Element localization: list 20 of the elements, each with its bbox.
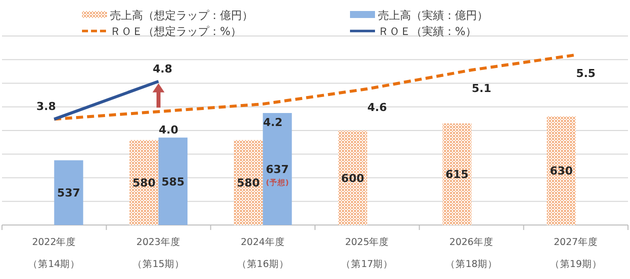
data-label: 637 [266, 163, 289, 176]
x-tick-label: 2022年度（第14期） [28, 236, 80, 270]
x-tick-label: 2024年度（第16期） [236, 236, 289, 270]
legend-label: ＲＯＥ（実績：%） [378, 25, 476, 38]
data-label: 585 [162, 175, 184, 188]
data-label: 5.1 [472, 82, 492, 96]
data-label: 4.2 [263, 116, 283, 130]
data-label: 4.6 [367, 100, 388, 114]
data-label: 537 [57, 186, 80, 200]
data-label: 4.8 [152, 62, 172, 76]
data-label: 3.8 [36, 100, 56, 114]
legend-label: ＲＯＥ（想定ラップ：%） [110, 25, 242, 38]
x-tick-label: 2026年度（第18期） [445, 236, 498, 270]
data-label: 4.0 [158, 124, 179, 137]
legend-label: 売上高（実績：億円） [378, 9, 488, 22]
x-tick-label: 2027年度（第19期） [550, 236, 602, 270]
x-tick-label: 2023年度（第15期） [132, 236, 185, 270]
data-label: 5.5 [576, 66, 596, 80]
legend-label: 売上高（想定ラップ：億円） [110, 9, 253, 22]
x-tick-label: 2025年度（第17期） [341, 236, 394, 270]
